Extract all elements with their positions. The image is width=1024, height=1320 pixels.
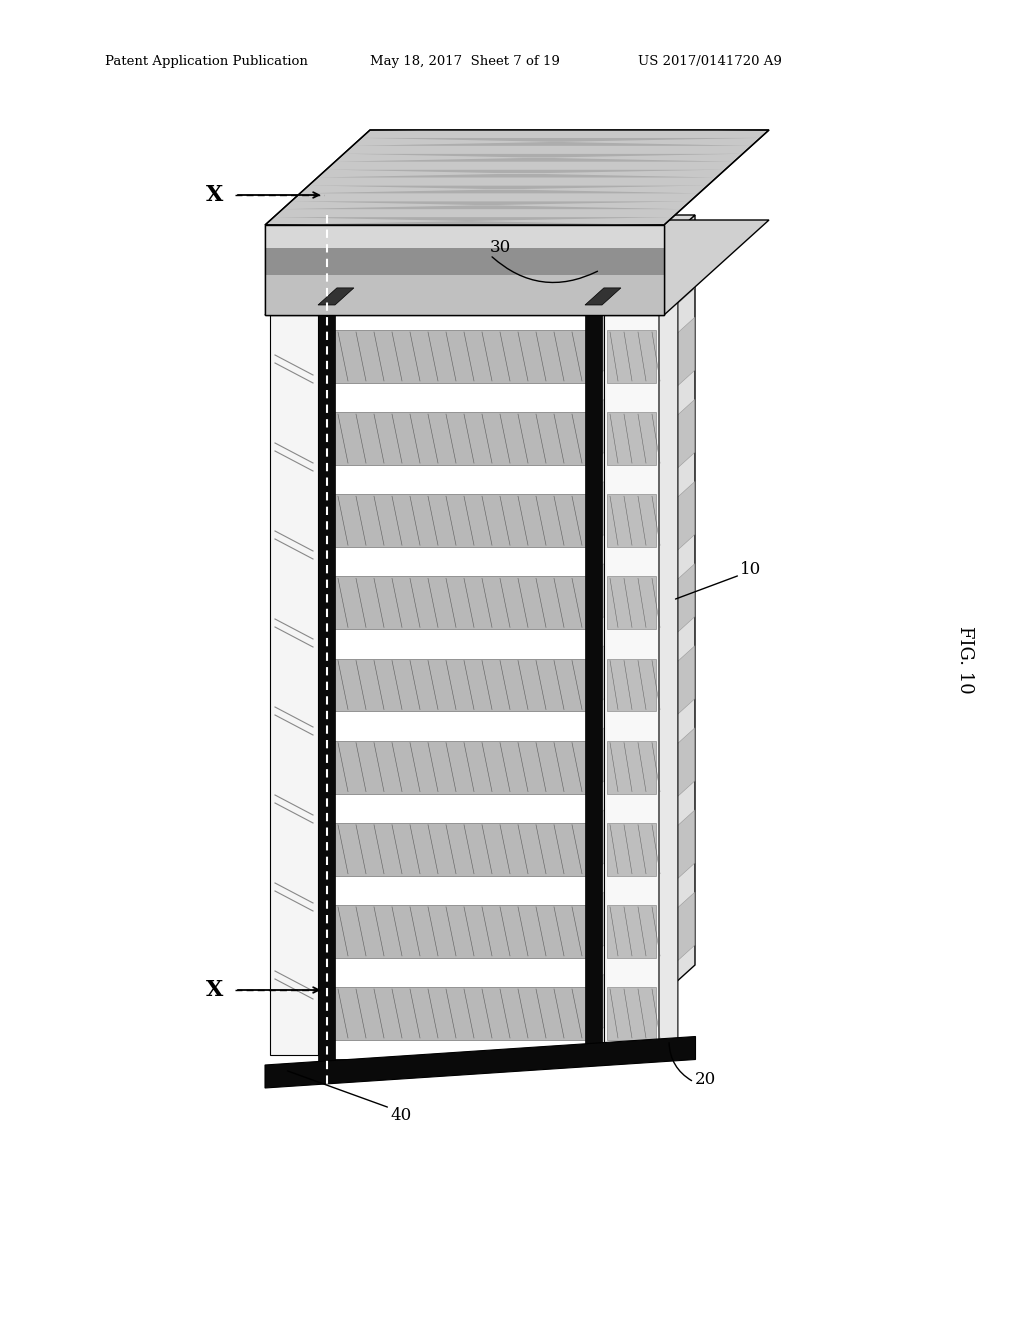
Polygon shape	[607, 494, 656, 548]
Polygon shape	[265, 216, 673, 224]
Polygon shape	[334, 906, 586, 958]
Polygon shape	[265, 224, 664, 315]
Polygon shape	[334, 494, 586, 548]
Polygon shape	[330, 215, 695, 310]
Text: US 2017/0141720 A9: US 2017/0141720 A9	[638, 55, 782, 69]
Polygon shape	[352, 137, 760, 145]
Polygon shape	[330, 310, 590, 1060]
Polygon shape	[590, 215, 695, 1060]
Polygon shape	[585, 288, 621, 305]
Polygon shape	[318, 288, 354, 305]
Polygon shape	[265, 248, 664, 275]
Polygon shape	[327, 161, 734, 169]
Polygon shape	[265, 220, 769, 315]
Text: X: X	[206, 979, 223, 1001]
Polygon shape	[590, 645, 695, 793]
Polygon shape	[335, 153, 742, 161]
Polygon shape	[334, 987, 586, 1040]
Polygon shape	[270, 298, 337, 315]
Polygon shape	[607, 577, 656, 630]
Polygon shape	[291, 193, 699, 201]
Text: X: X	[206, 183, 223, 206]
Polygon shape	[590, 727, 695, 875]
Polygon shape	[265, 1036, 695, 1088]
Polygon shape	[590, 810, 695, 958]
Text: 10: 10	[740, 561, 761, 578]
Polygon shape	[607, 741, 656, 793]
Polygon shape	[607, 822, 656, 875]
Polygon shape	[265, 129, 769, 224]
Polygon shape	[270, 315, 318, 1055]
Polygon shape	[607, 330, 656, 383]
Polygon shape	[300, 185, 708, 193]
Polygon shape	[590, 235, 695, 383]
Polygon shape	[334, 412, 586, 465]
Polygon shape	[585, 305, 602, 1065]
Polygon shape	[607, 987, 656, 1040]
Polygon shape	[590, 482, 695, 630]
Text: Patent Application Publication: Patent Application Publication	[105, 55, 308, 69]
Text: 40: 40	[390, 1106, 412, 1123]
Polygon shape	[604, 315, 659, 1055]
Polygon shape	[607, 659, 656, 711]
Polygon shape	[334, 659, 586, 711]
Polygon shape	[590, 892, 695, 1040]
Polygon shape	[318, 305, 335, 1065]
Polygon shape	[273, 209, 682, 216]
Polygon shape	[334, 741, 586, 793]
Text: 20: 20	[695, 1072, 716, 1089]
Polygon shape	[265, 224, 664, 248]
Polygon shape	[607, 906, 656, 958]
Polygon shape	[659, 298, 678, 1055]
Polygon shape	[604, 298, 678, 315]
Polygon shape	[361, 129, 769, 137]
Polygon shape	[590, 317, 695, 465]
Polygon shape	[344, 145, 752, 153]
Polygon shape	[309, 177, 717, 185]
Polygon shape	[317, 169, 725, 177]
Polygon shape	[283, 201, 690, 209]
Text: 30: 30	[490, 239, 511, 256]
Polygon shape	[334, 577, 586, 630]
Polygon shape	[590, 564, 695, 711]
Polygon shape	[607, 412, 656, 465]
Text: FIG. 10: FIG. 10	[956, 626, 974, 694]
Text: May 18, 2017  Sheet 7 of 19: May 18, 2017 Sheet 7 of 19	[370, 55, 560, 69]
Polygon shape	[334, 330, 586, 383]
Polygon shape	[334, 822, 586, 875]
Polygon shape	[590, 399, 695, 548]
Polygon shape	[265, 275, 664, 315]
